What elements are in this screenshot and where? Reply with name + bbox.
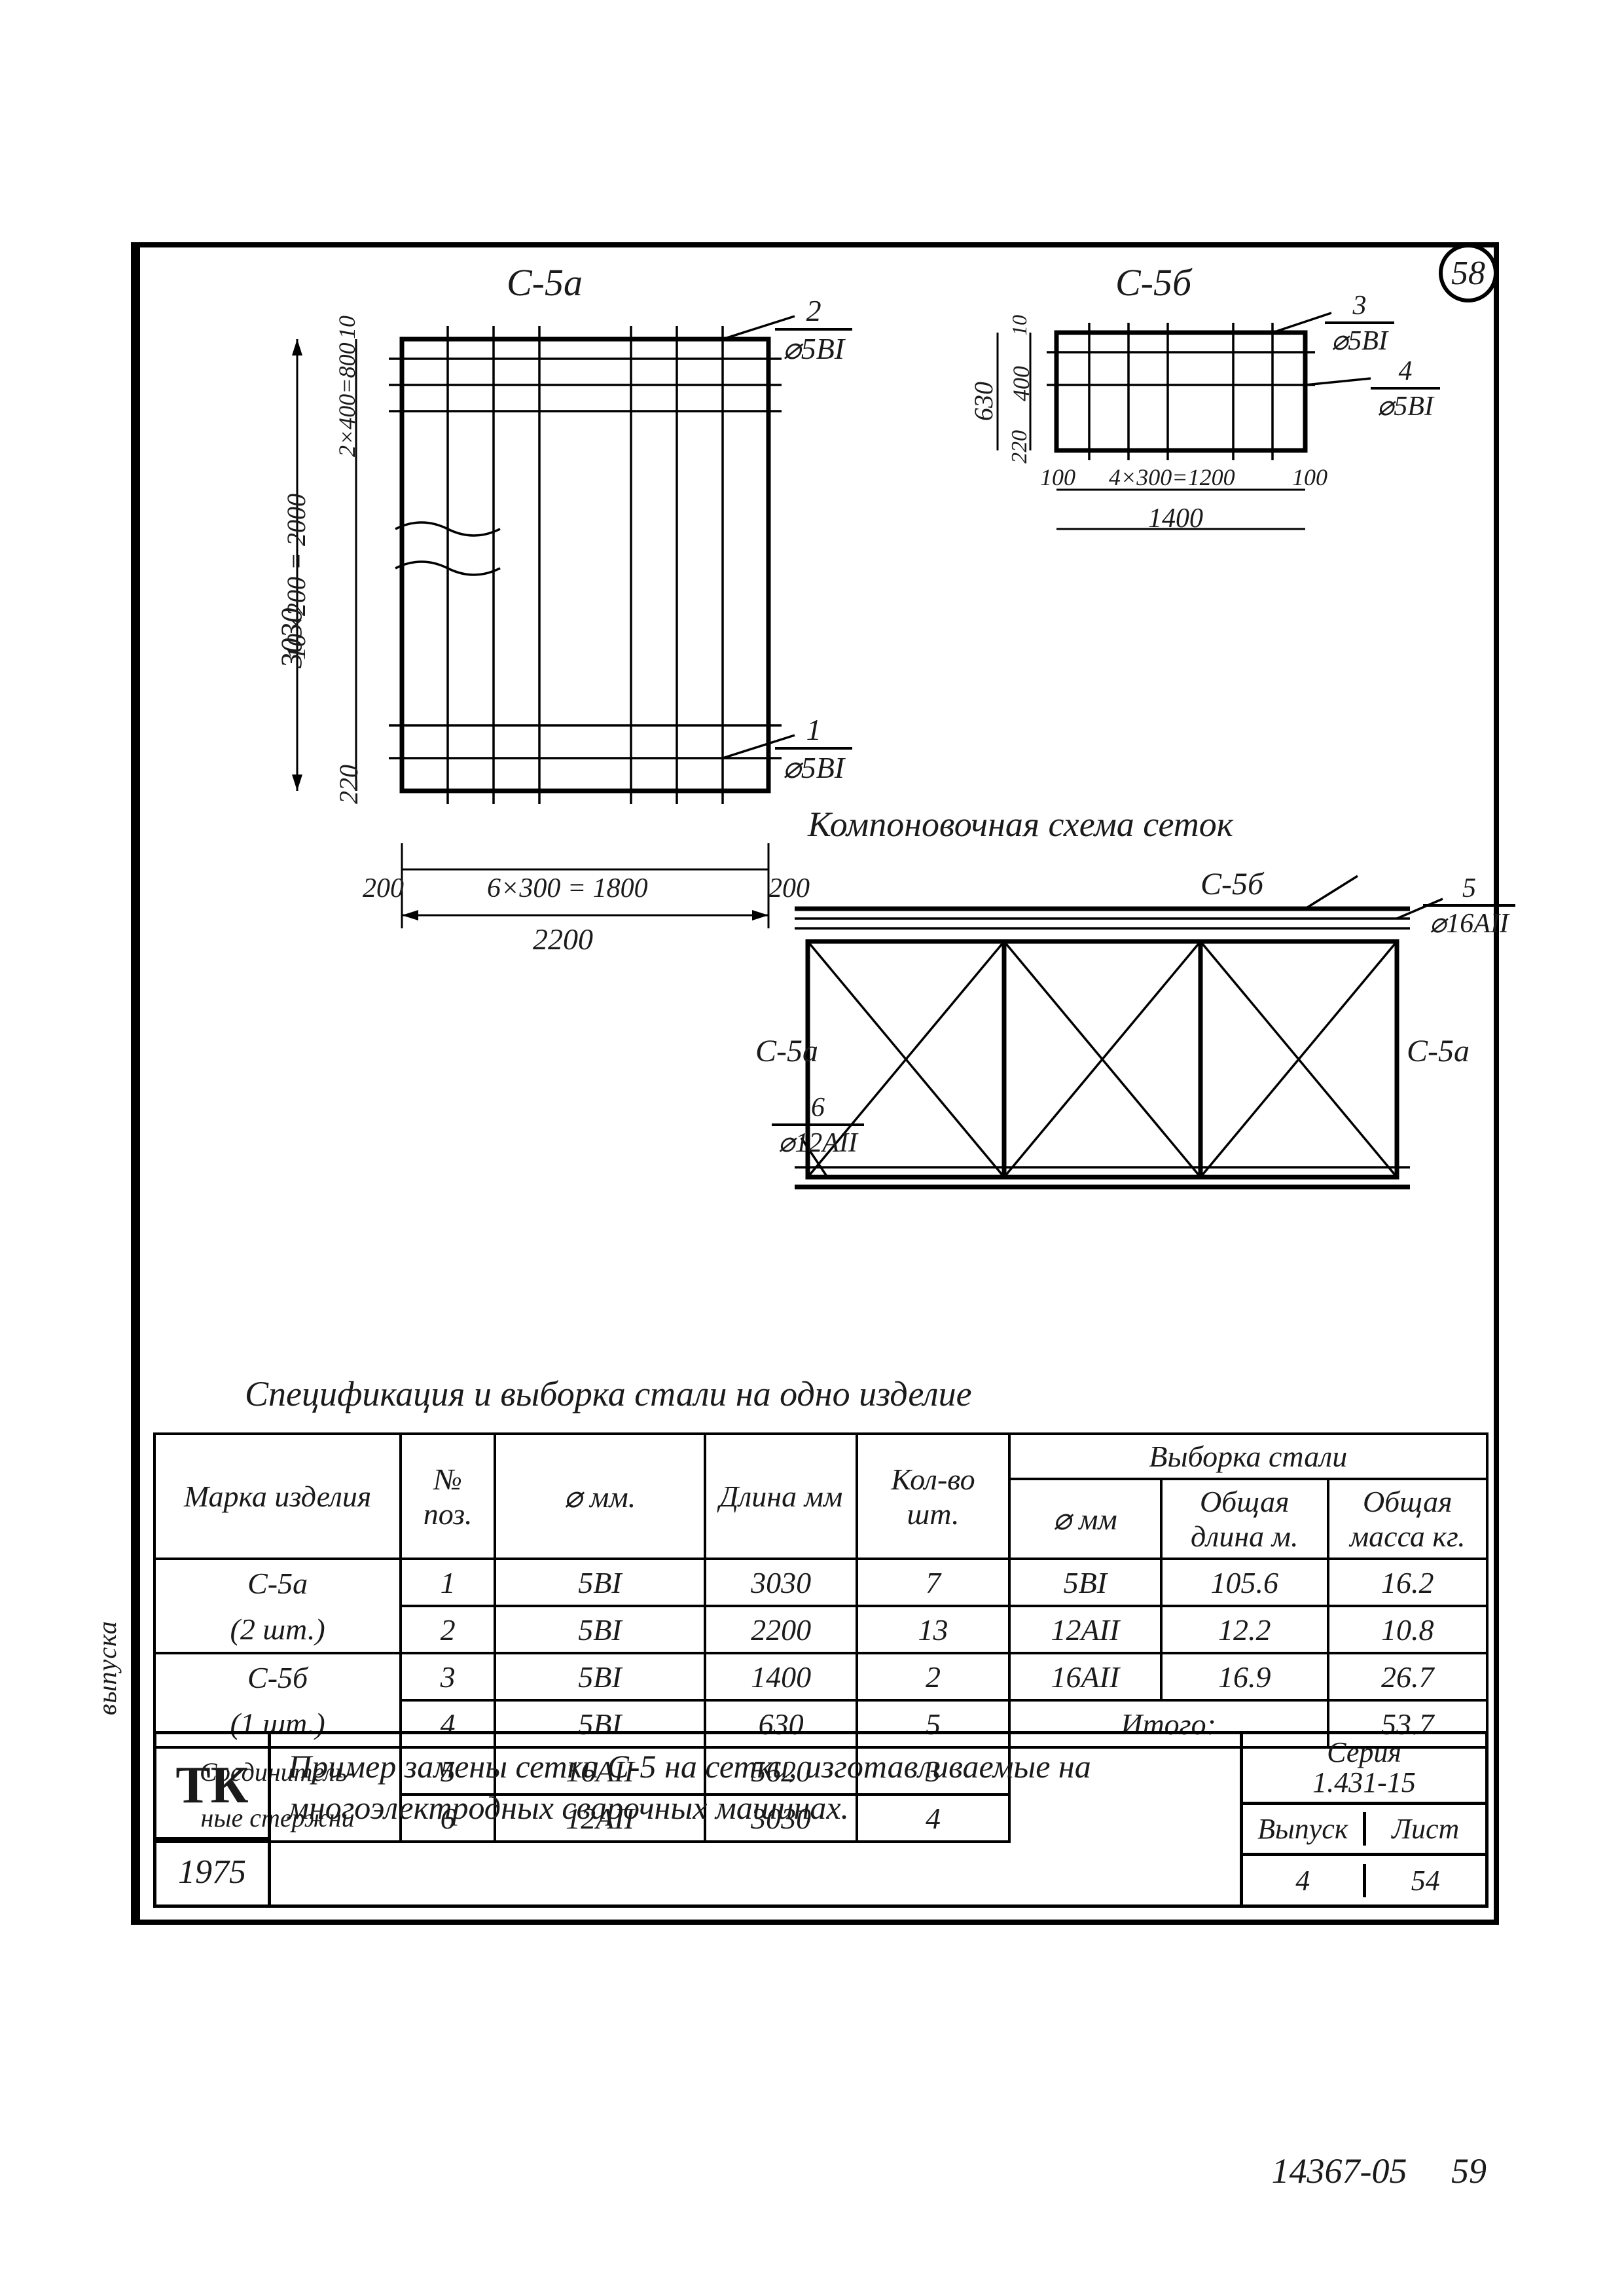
footnote-page: 59 (1451, 2151, 1487, 2191)
lbl-c5a-l: С-5а (755, 1033, 818, 1069)
dim-10x200: 10×200 = 2000 (281, 494, 312, 660)
hdr-qty: Кол-во шт. (857, 1434, 1009, 1559)
lbl-c5a-r: С-5а (1407, 1033, 1470, 1069)
dim-200l: 200 (363, 873, 404, 904)
table-row: С-5а 1 5ВI 3030 7 5ВI 105.6 16.2 (154, 1559, 1487, 1606)
hdr-sel-m: Общая масса кг. (1328, 1479, 1487, 1559)
dim-2200: 2200 (533, 922, 593, 957)
footnote: 14367-05 59 (1272, 2151, 1487, 2191)
diagram-c5b-svg (912, 254, 1489, 594)
tk-logo: ТК (156, 1734, 268, 1840)
hdr-marka: Марка изделия (154, 1434, 401, 1559)
dim-4x300: 4×300=1200 (1109, 464, 1235, 491)
footnote-code: 14367-05 (1272, 2151, 1407, 2191)
title-block-left: ТК 1975 (153, 1731, 271, 1908)
dim-220v: 220 (333, 765, 364, 804)
dim-630: 630 (968, 382, 999, 421)
hdr-sel-d: ⌀ мм (1009, 1479, 1161, 1559)
dim-1400: 1400 (1148, 503, 1203, 534)
callout-6: 6 ⌀12АII (772, 1092, 864, 1159)
diagram-c5b: С-5б 3 ⌀5ВI 4 ⌀5ВI 630 400 (912, 254, 1489, 594)
title-block: ТК 1975 Пример замены сетки С-5 на сетки… (153, 1731, 1489, 1908)
lbl-c5b: С-5б (1200, 866, 1263, 902)
hdr-sel: Выборка стали (1009, 1434, 1487, 1479)
layout-title: Компоновочная схема сеток (808, 804, 1233, 845)
callout-3: 3 ⌀5ВI (1325, 290, 1394, 357)
spec-caption: Спецификация и выборка стали на одно изд… (245, 1374, 972, 1414)
series-cell: Серия 1.431-15 (1243, 1734, 1485, 1805)
table-row: (2 шт.) 2 5ВI 2200 13 12АII 12.2 10.8 (154, 1606, 1487, 1653)
hdr-diam: ⌀ мм. (495, 1434, 705, 1559)
diagram-c5b-title: С-5б (1115, 261, 1191, 304)
diagram-layout: Компоновочная схема сеток С-5б С-5а (716, 804, 1489, 1262)
dim-400: 400 (1007, 366, 1035, 401)
table-header-row: Марка изделия № поз. ⌀ мм. Длина мм Кол-… (154, 1434, 1487, 1479)
table-row: С-5б 3 5ВI 1400 2 16АII 16.9 26.7 (154, 1653, 1487, 1700)
hdr-poz: № поз. (401, 1434, 495, 1559)
dim-100l: 100 (1040, 464, 1075, 491)
dim-2x400: 2×400=800 (333, 342, 361, 457)
callout-5: 5 ⌀16АII (1423, 873, 1515, 939)
dim-220b: 220 (1007, 430, 1032, 464)
hdr-sel-len: Общая длина м. (1161, 1479, 1328, 1559)
dim-6x300: 6×300 = 1800 (487, 873, 648, 904)
callout-4: 4 ⌀5ВI (1371, 355, 1440, 422)
issue-sheet-labels: Выпуск Лист (1243, 1805, 1485, 1857)
issue-sheet-values: 4 54 (1243, 1856, 1485, 1904)
title-block-right: Серия 1.431-15 Выпуск Лист 4 54 (1240, 1731, 1489, 1908)
title-block-description: Пример замены сетки С-5 на сетки, изгота… (271, 1731, 1240, 1908)
hdr-len: Длина мм (705, 1434, 857, 1559)
dim-10b: 10 (1007, 315, 1032, 336)
side-label: выпуска (92, 1620, 122, 1715)
dim-100r: 100 (1292, 464, 1327, 491)
callout-2: 2 ⌀5ВI (775, 293, 852, 366)
diagram-layout-svg (716, 804, 1489, 1262)
drawing-frame: 58 С-5а (131, 242, 1499, 1925)
callout-1: 1 ⌀5ВI (775, 712, 852, 785)
diagram-c5a-title: С-5а (507, 261, 583, 304)
tk-year: 1975 (156, 1840, 268, 1904)
dim-10: 10 (333, 316, 361, 339)
